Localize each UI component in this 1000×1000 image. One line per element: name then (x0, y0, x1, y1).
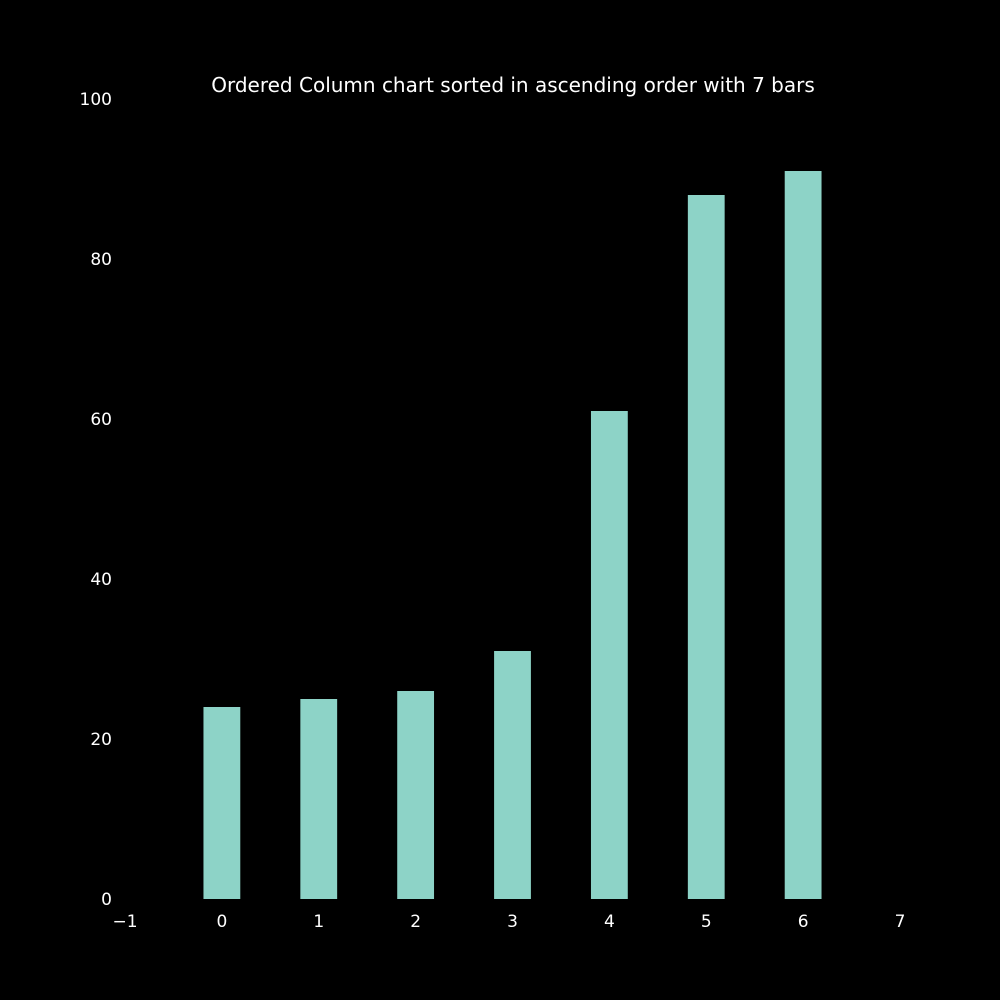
bar-1 (300, 699, 338, 899)
x-axis-ticks: −1 0 1 2 3 4 5 6 7 (112, 912, 905, 932)
x-tick-label: 3 (507, 912, 518, 932)
x-tick-label: 5 (701, 912, 712, 932)
bar-2 (397, 691, 435, 899)
bar-3 (494, 651, 531, 899)
x-tick-label: 4 (604, 912, 615, 932)
x-tick-label: 6 (798, 912, 809, 932)
y-tick-label: 100 (80, 90, 112, 110)
x-tick-label: 7 (895, 912, 906, 932)
chart-title: Ordered Column chart sorted in ascending… (211, 73, 815, 97)
y-tick-label: 40 (90, 570, 112, 590)
bar-5 (687, 195, 725, 899)
y-axis-ticks: 0 20 40 60 80 100 (80, 90, 112, 910)
x-tick-label: 2 (410, 912, 421, 932)
y-tick-label: 60 (90, 410, 112, 430)
bar-6 (784, 171, 822, 899)
bar-0 (203, 707, 241, 899)
x-tick-label: 1 (313, 912, 324, 932)
y-tick-label: 20 (90, 730, 112, 750)
bar-4 (590, 411, 628, 899)
x-tick-label: 0 (216, 912, 227, 932)
x-tick-label: −1 (112, 912, 137, 932)
y-tick-label: 80 (90, 250, 112, 270)
y-tick-label: 0 (101, 890, 112, 910)
bars-layer (203, 171, 822, 899)
